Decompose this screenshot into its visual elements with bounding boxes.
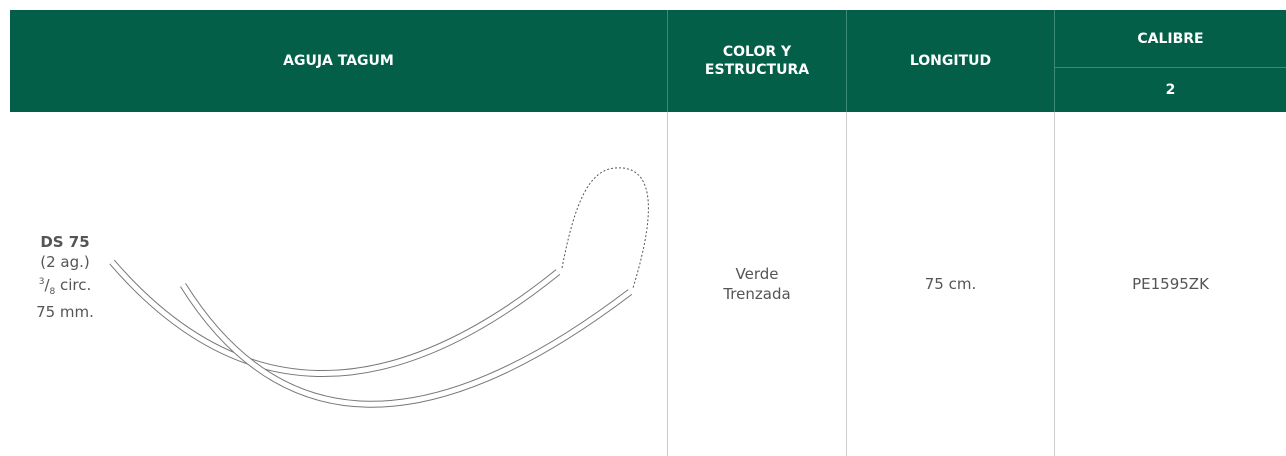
cell-text: 75 cm. xyxy=(924,275,977,293)
header-cell: COLOR Y ESTRUCTURA xyxy=(667,10,846,112)
cell-line: Verde xyxy=(735,265,779,283)
needle xyxy=(180,283,633,408)
fraction-numerator: 3 xyxy=(38,277,45,287)
header-line: ESTRUCTURA xyxy=(704,62,810,78)
needle-code: DS 75 xyxy=(40,233,90,251)
needle-inner xyxy=(180,283,632,407)
header-text: AGUJA TAGUM xyxy=(283,53,394,69)
fraction-slash: / xyxy=(44,276,50,294)
header-line: COLOR Y xyxy=(722,44,792,60)
header-cell: LONGITUD xyxy=(846,10,1054,112)
header-cell: AGUJA TAGUM xyxy=(10,10,667,112)
needle-description: DS 75 (2 ag.) 3/8 circ. 75 mm. xyxy=(20,232,110,322)
needle-inner xyxy=(110,260,560,376)
length-cell: 75 cm. xyxy=(846,112,1054,456)
calibre-cell: PE1595ZK xyxy=(1054,112,1286,456)
fraction-denominator: 8 xyxy=(49,287,56,297)
needle-length: 75 mm. xyxy=(36,303,94,321)
needle-curve: circ. xyxy=(60,276,92,294)
color-cell: Verde Trenzada xyxy=(667,112,846,456)
header-text: LONGITUD xyxy=(909,53,992,69)
header-text: COLOR Y ESTRUCTURA xyxy=(705,43,809,79)
header-cell: CALIBRE xyxy=(1054,10,1286,68)
cell-text: PE1595ZK xyxy=(1132,275,1209,293)
header-cell: 2 xyxy=(1054,68,1286,112)
cell-line: Trenzada xyxy=(723,285,791,303)
needle-illustration xyxy=(109,167,649,408)
needle-count: (2 ag.) xyxy=(40,253,90,271)
header-text: 2 xyxy=(1165,82,1176,98)
header-text: CALIBRE xyxy=(1137,30,1204,47)
suture xyxy=(561,167,649,289)
